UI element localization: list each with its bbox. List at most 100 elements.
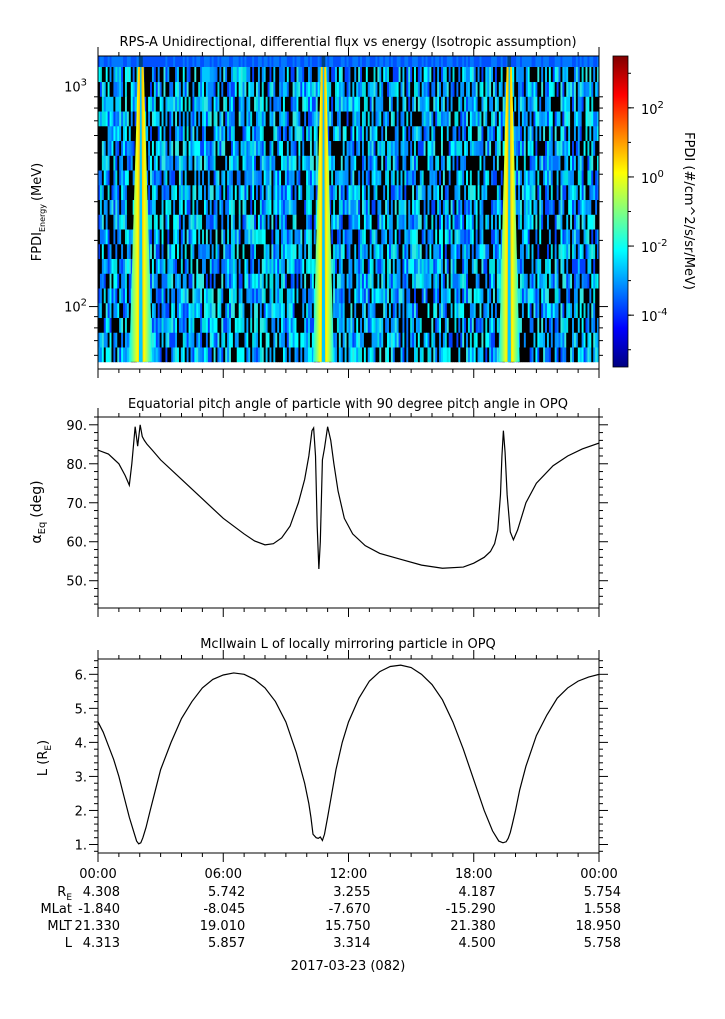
heatmap-cell — [309, 111, 313, 127]
heatmap-cell — [215, 81, 218, 97]
heatmap-cell — [427, 125, 430, 142]
heatmap-cell — [435, 288, 438, 304]
heatmap-cell — [385, 96, 388, 112]
heatmap-cell — [371, 111, 374, 127]
heatmap-cell — [531, 229, 534, 245]
heatmap-cell — [252, 288, 255, 304]
heatmap-cell — [329, 199, 332, 215]
heatmap-cell — [475, 125, 479, 142]
heatmap-cell — [202, 258, 205, 274]
heatmap-cell — [593, 111, 596, 127]
heatmap-cell — [111, 214, 114, 230]
heatmap-cell — [209, 81, 213, 97]
heatmap-cell — [107, 96, 110, 112]
heatmap-cell — [238, 125, 241, 142]
heatmap-cell — [454, 125, 457, 142]
heatmap-cell — [385, 125, 388, 142]
heatmap-cell — [539, 243, 542, 259]
heatmap-cell — [217, 155, 220, 171]
heatmap-cell — [259, 317, 263, 333]
heatmap-cell — [282, 302, 286, 318]
heatmap-cell — [232, 184, 236, 201]
heatmap-cell — [313, 111, 317, 127]
heatmap-cell — [415, 302, 419, 318]
heatmap-cell — [340, 155, 344, 171]
heatmap-cell — [500, 229, 504, 245]
heatmap-cell — [186, 347, 189, 363]
heatmap-cell — [200, 347, 203, 363]
heatmap-cell — [577, 96, 581, 112]
heatmap-cell — [109, 317, 112, 333]
heatmap-cell — [311, 155, 315, 171]
heatmap-cell — [564, 140, 567, 156]
heatmap-cell — [573, 81, 577, 97]
heatmap-cell — [192, 199, 195, 215]
heatmap-cell — [464, 125, 467, 142]
heatmap-cell — [440, 81, 444, 97]
heatmap-cell — [467, 199, 471, 215]
heatmap-cell — [352, 347, 355, 363]
heatmap-cell — [311, 258, 315, 274]
heatmap-cell — [352, 317, 355, 333]
heatmap-cell — [273, 155, 276, 171]
heatmap-cell — [202, 66, 205, 83]
heatmap-cell — [254, 288, 257, 304]
heatmap-cell — [234, 170, 238, 186]
heatmap-cell — [119, 243, 122, 259]
heatmap-cell — [558, 302, 561, 318]
heatmap-cell — [400, 155, 403, 171]
heatmap-cell — [354, 288, 357, 304]
heatmap-cell — [388, 81, 392, 97]
heatmap-cell — [431, 96, 434, 112]
heatmap-cell — [338, 332, 342, 348]
heatmap-cell — [275, 258, 278, 274]
heatmap-cell — [99, 288, 103, 304]
heatmap-cell — [248, 347, 251, 363]
heatmap-cell — [387, 214, 390, 230]
heatmap-cell — [427, 347, 430, 363]
heatmap-cell — [583, 332, 586, 348]
heatmap-cell — [230, 199, 234, 215]
heatmap-cell — [545, 229, 548, 245]
heatmap-cell — [167, 125, 170, 142]
heatmap-cell — [554, 96, 558, 112]
heatmap-cell — [271, 170, 274, 186]
heatmap-cell — [531, 140, 534, 156]
heatmap-cell — [597, 184, 599, 201]
heatmap-cell — [352, 111, 355, 127]
heatmap-cell — [427, 140, 430, 156]
heatmap-cell — [535, 170, 538, 186]
heatmap-cell — [242, 170, 245, 186]
heatmap-cell — [277, 229, 280, 245]
heatmap-cell — [550, 332, 554, 348]
heatmap-cell — [546, 302, 550, 318]
heatmap-cell — [173, 66, 176, 83]
heatmap-cell — [545, 273, 548, 289]
heatmap-cell — [460, 302, 463, 318]
heatmap-cell — [252, 243, 255, 259]
heatmap-cell — [485, 184, 488, 201]
heatmap-cell — [385, 155, 388, 171]
heatmap-cell — [410, 81, 413, 97]
heatmap-cell — [113, 347, 116, 363]
heatmap-cell — [494, 317, 498, 333]
heatmap-cell — [379, 96, 382, 112]
heatmap-cell — [545, 332, 548, 348]
heatmap-cell — [329, 155, 332, 171]
heatmap-cell — [151, 288, 155, 304]
heatmap-cell — [519, 214, 523, 230]
heatmap-cell — [263, 302, 267, 318]
heatmap-cell — [429, 273, 432, 289]
heatmap-cell — [512, 81, 515, 97]
heatmap-empty-strip — [98, 361, 599, 369]
heatmap-cell — [570, 332, 573, 348]
heatmap-cell — [521, 302, 525, 318]
heatmap-cell — [250, 111, 253, 127]
heatmap-cell — [550, 214, 554, 230]
heatmap-cell — [381, 288, 384, 304]
heatmap-cell — [194, 273, 197, 289]
heatmap-cell — [165, 111, 168, 127]
heatmap-cell — [261, 125, 265, 142]
heatmap-cell — [308, 155, 311, 171]
heatmap-cell — [361, 347, 365, 363]
